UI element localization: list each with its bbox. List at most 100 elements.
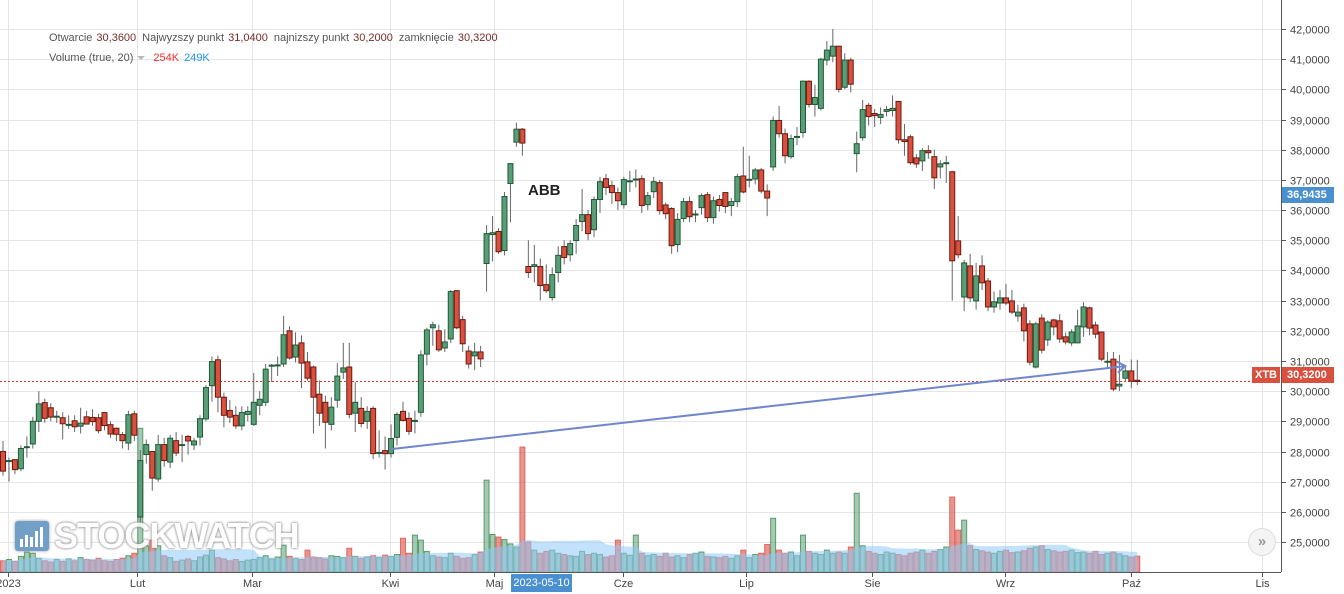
candle bbox=[429, 321, 436, 346]
candle-body bbox=[602, 178, 609, 188]
candle-body bbox=[794, 135, 801, 138]
candle bbox=[841, 53, 848, 90]
candle bbox=[250, 373, 257, 426]
candle bbox=[143, 439, 150, 464]
candle bbox=[537, 258, 544, 301]
candle bbox=[1044, 320, 1051, 346]
candle-body bbox=[805, 80, 812, 105]
candle bbox=[525, 240, 532, 278]
candle-body bbox=[1020, 307, 1027, 332]
candle bbox=[23, 436, 30, 458]
candle bbox=[155, 434, 162, 482]
candle bbox=[346, 342, 353, 419]
candle-body bbox=[829, 45, 836, 57]
candle-body bbox=[411, 419, 418, 422]
candle bbox=[949, 170, 956, 301]
candle bbox=[996, 290, 1003, 310]
candle-body bbox=[1062, 336, 1069, 343]
candle-body bbox=[137, 460, 144, 518]
candle bbox=[65, 415, 72, 429]
candle bbox=[173, 431, 180, 457]
time-tick-label: Mar bbox=[243, 578, 262, 590]
candle bbox=[83, 410, 90, 425]
candle-body bbox=[447, 291, 454, 340]
candle-body bbox=[913, 157, 920, 165]
candle bbox=[608, 180, 615, 205]
candle bbox=[5, 457, 12, 482]
candle-body bbox=[429, 324, 436, 329]
candle-body bbox=[47, 407, 54, 418]
candle bbox=[776, 105, 783, 138]
volume-indicator-label[interactable]: Volume (true, 20) bbox=[49, 52, 134, 64]
volume-legend[interactable]: Volume (true, 20) 254K 249K bbox=[49, 52, 210, 64]
candle-body bbox=[567, 243, 574, 256]
candle-body bbox=[591, 199, 598, 231]
candle-body bbox=[316, 393, 323, 414]
candle bbox=[298, 335, 305, 389]
candle-body bbox=[262, 368, 269, 403]
candle bbox=[423, 327, 430, 366]
time-axis: 2023 Lut Mar Kwi Maj Cze Lip Sie Wrz Paź Lis bbox=[0, 572, 1270, 590]
candle bbox=[1026, 320, 1033, 366]
candle bbox=[125, 410, 132, 451]
candle-body bbox=[417, 354, 424, 413]
candle-body bbox=[346, 366, 353, 415]
candle-body bbox=[185, 435, 192, 442]
candle bbox=[53, 410, 60, 423]
scroll-to-realtime-button[interactable]: » bbox=[1248, 528, 1276, 556]
last-price-tag: 30,3200 bbox=[1282, 367, 1334, 383]
time-tick-label: 2023 bbox=[0, 578, 21, 590]
candle-body bbox=[907, 136, 914, 164]
candle-body bbox=[943, 162, 950, 165]
candle bbox=[638, 175, 645, 214]
candle-body bbox=[537, 266, 544, 287]
candle-body bbox=[626, 180, 633, 183]
candle-body bbox=[394, 413, 401, 438]
candle bbox=[614, 187, 621, 211]
candle bbox=[1038, 314, 1045, 354]
candle-body bbox=[256, 398, 263, 406]
candle-body bbox=[979, 265, 986, 284]
open-label: Otwarcie bbox=[49, 32, 93, 44]
stockwatch-logo-icon bbox=[15, 521, 49, 551]
candle-body bbox=[770, 119, 777, 168]
candle bbox=[119, 431, 126, 449]
chevron-down-icon[interactable] bbox=[137, 55, 146, 60]
candle-body bbox=[232, 414, 239, 427]
price-tick-label: 42,0000 bbox=[1290, 25, 1330, 37]
close-value: 30,3200 bbox=[457, 32, 498, 44]
candle bbox=[889, 95, 896, 117]
candle bbox=[549, 267, 556, 301]
candle bbox=[877, 107, 884, 125]
candle-body bbox=[871, 113, 878, 117]
candle-body bbox=[519, 128, 526, 144]
candle-body bbox=[292, 344, 299, 358]
candle bbox=[513, 122, 520, 147]
candle bbox=[495, 228, 502, 254]
candle bbox=[328, 397, 335, 431]
candle-body bbox=[549, 274, 556, 299]
candle-body bbox=[644, 195, 651, 206]
candle-body bbox=[704, 194, 711, 219]
candle-body bbox=[955, 240, 962, 256]
time-tick-label: Kwi bbox=[382, 578, 400, 590]
volume-ma-area bbox=[3, 540, 1138, 572]
candle bbox=[698, 193, 705, 215]
candle-body bbox=[382, 450, 389, 455]
candle-body bbox=[399, 410, 406, 421]
candle-body bbox=[632, 178, 639, 181]
candle-body bbox=[1128, 370, 1135, 382]
candle-body bbox=[405, 417, 412, 432]
candle-body bbox=[459, 319, 466, 345]
candle-body bbox=[931, 156, 938, 179]
candle-body bbox=[435, 330, 442, 351]
candle-body bbox=[835, 45, 842, 90]
candle-body bbox=[597, 181, 603, 201]
candle bbox=[59, 412, 66, 440]
price-tick-label: 25,0000 bbox=[1290, 538, 1330, 550]
candle-body bbox=[131, 413, 138, 436]
candle bbox=[573, 219, 580, 254]
candle-body bbox=[650, 181, 657, 193]
trendline-arrow-icon bbox=[1116, 360, 1128, 374]
